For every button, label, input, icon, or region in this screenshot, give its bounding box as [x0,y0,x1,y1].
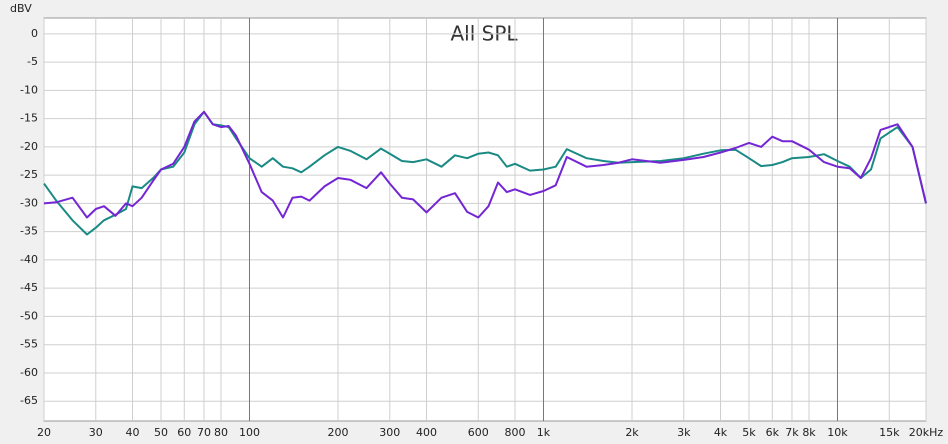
x-tick-label: 7k [785,426,799,439]
y-tick-label: -60 [20,366,38,379]
y-tick-label: -45 [20,281,38,294]
x-tick-label: 80 [214,426,228,439]
x-tick-label: 400 [416,426,437,439]
x-tick-label: 20kHz [909,426,944,439]
x-tick-label: 15k [879,426,900,439]
x-tick-label: 10k [827,426,848,439]
x-tick-label: 70 [197,426,211,439]
x-tick-label: 600 [468,426,489,439]
x-tick-label: 30 [89,426,103,439]
x-tick-label: 8k [802,426,816,439]
y-tick-label: -5 [27,55,38,68]
x-tick-label: 1k [537,426,551,439]
y-tick-label: -30 [20,196,38,209]
x-tick-label: 3k [677,426,691,439]
y-tick-label: -65 [20,394,38,407]
x-tick-label: 800 [505,426,526,439]
x-tick-label: 60 [177,426,191,439]
series-line [43,110,927,219]
x-tick-label: 200 [328,426,349,439]
x-tick-label: 300 [379,426,400,439]
y-tick-label: -50 [20,309,38,322]
x-tick-label: 50 [154,426,168,439]
y-tick-label: -40 [20,253,38,266]
y-tick-label: -35 [20,225,38,238]
y-tick-label: -10 [20,83,38,96]
y-tick-label: 0 [31,27,38,40]
y-tick-label: -25 [20,168,38,181]
y-tick-label: -20 [20,140,38,153]
x-tick-label: 40 [126,426,140,439]
y-tick-label: -55 [20,338,38,351]
x-tick-label: 20 [37,426,51,439]
x-tick-label: 100 [239,426,260,439]
x-tick-label: 6k [766,426,780,439]
x-tick-label: 4k [714,426,728,439]
x-tick-label: 5k [742,426,756,439]
plot-area [43,17,927,422]
series-line [43,110,927,236]
x-tick-label: 2k [625,426,639,439]
y-tick-label: -15 [20,112,38,125]
y-axis-label: dBV [10,2,32,15]
